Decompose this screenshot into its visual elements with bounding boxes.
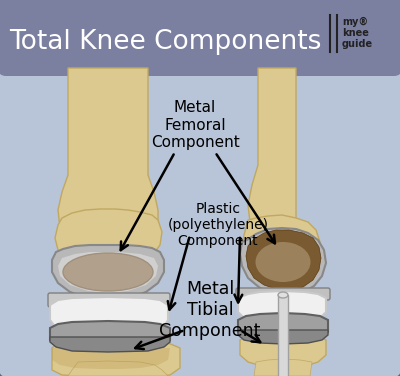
Text: Metal
Tibial
Component: Metal Tibial Component <box>159 280 261 340</box>
Polygon shape <box>254 359 312 376</box>
Polygon shape <box>238 330 328 344</box>
Polygon shape <box>58 252 158 293</box>
Bar <box>6 46 394 68</box>
Polygon shape <box>240 228 326 296</box>
Polygon shape <box>238 291 326 323</box>
Polygon shape <box>52 348 170 369</box>
Text: Metal
Femoral
Component: Metal Femoral Component <box>151 100 239 150</box>
Polygon shape <box>55 209 162 271</box>
Polygon shape <box>68 361 168 376</box>
Polygon shape <box>50 321 170 351</box>
Polygon shape <box>58 68 158 253</box>
Polygon shape <box>248 68 296 250</box>
Polygon shape <box>52 340 180 376</box>
Ellipse shape <box>278 292 288 298</box>
Text: Total Knee Components: Total Knee Components <box>9 29 321 55</box>
Text: my®: my® <box>342 17 368 27</box>
Text: Plastic
(polyethylene)
Component: Plastic (polyethylene) Component <box>168 202 268 248</box>
Ellipse shape <box>256 242 310 282</box>
Polygon shape <box>240 333 326 367</box>
Text: guide: guide <box>342 39 373 49</box>
Bar <box>278 295 288 376</box>
Text: knee: knee <box>342 28 369 38</box>
Polygon shape <box>50 337 170 352</box>
Polygon shape <box>246 230 321 290</box>
Polygon shape <box>242 215 320 283</box>
Ellipse shape <box>63 253 153 291</box>
Polygon shape <box>52 245 164 300</box>
FancyBboxPatch shape <box>236 288 330 300</box>
Polygon shape <box>238 313 328 343</box>
FancyBboxPatch shape <box>48 293 170 307</box>
FancyBboxPatch shape <box>0 0 400 76</box>
Polygon shape <box>50 297 168 335</box>
